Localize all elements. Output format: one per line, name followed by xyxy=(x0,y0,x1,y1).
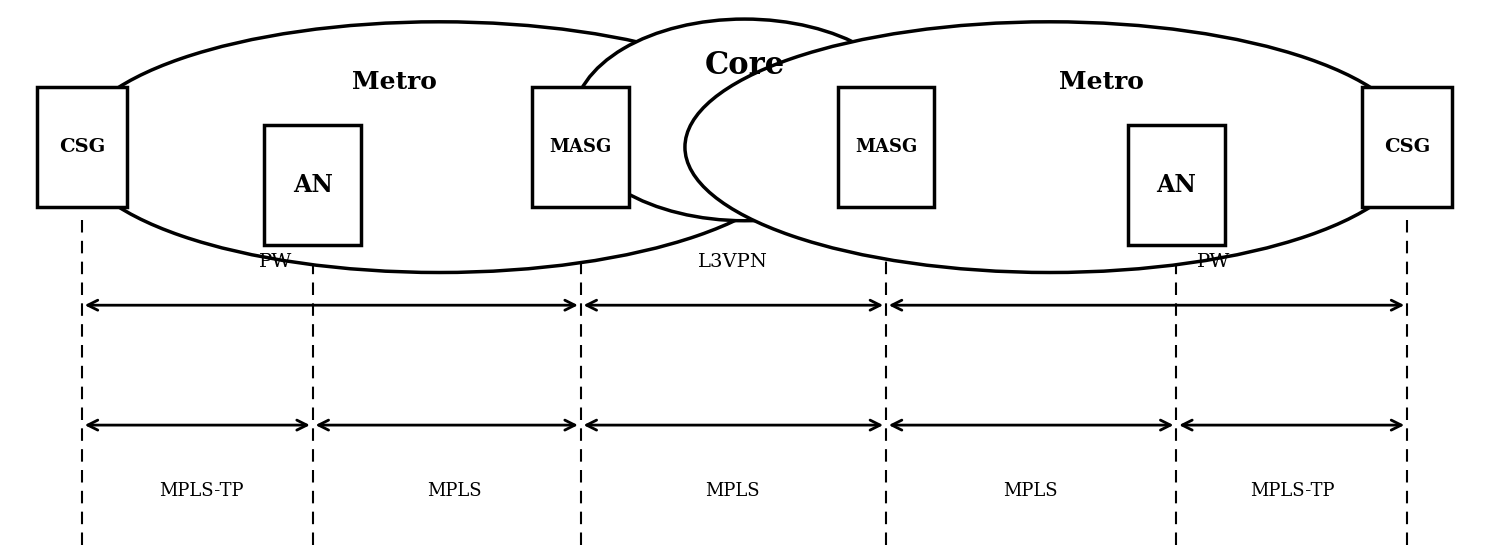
Text: MPLS: MPLS xyxy=(427,481,481,500)
Text: CSG: CSG xyxy=(58,138,106,156)
Ellipse shape xyxy=(74,22,804,272)
FancyBboxPatch shape xyxy=(265,125,360,245)
Text: AN: AN xyxy=(1157,173,1196,197)
Text: MASG: MASG xyxy=(549,138,612,156)
Text: Metro: Metro xyxy=(351,70,438,94)
Text: CSG: CSG xyxy=(1383,138,1431,156)
Text: PW: PW xyxy=(259,252,292,271)
FancyBboxPatch shape xyxy=(37,87,127,207)
FancyBboxPatch shape xyxy=(837,87,935,207)
Text: Metro: Metro xyxy=(1059,70,1145,94)
FancyBboxPatch shape xyxy=(1362,87,1452,207)
Text: MPLS-TP: MPLS-TP xyxy=(159,481,243,500)
FancyBboxPatch shape xyxy=(1129,125,1225,245)
Text: MPLS: MPLS xyxy=(706,481,759,500)
FancyBboxPatch shape xyxy=(533,87,630,207)
Text: AN: AN xyxy=(293,173,332,197)
Ellipse shape xyxy=(573,19,916,221)
Ellipse shape xyxy=(685,22,1415,272)
Text: MPLS: MPLS xyxy=(1004,481,1057,500)
Text: PW: PW xyxy=(1197,252,1230,271)
Text: MPLS-TP: MPLS-TP xyxy=(1251,481,1334,500)
Text: L3VPN: L3VPN xyxy=(698,252,767,271)
Text: MASG: MASG xyxy=(855,138,917,156)
Text: Core: Core xyxy=(704,50,785,81)
